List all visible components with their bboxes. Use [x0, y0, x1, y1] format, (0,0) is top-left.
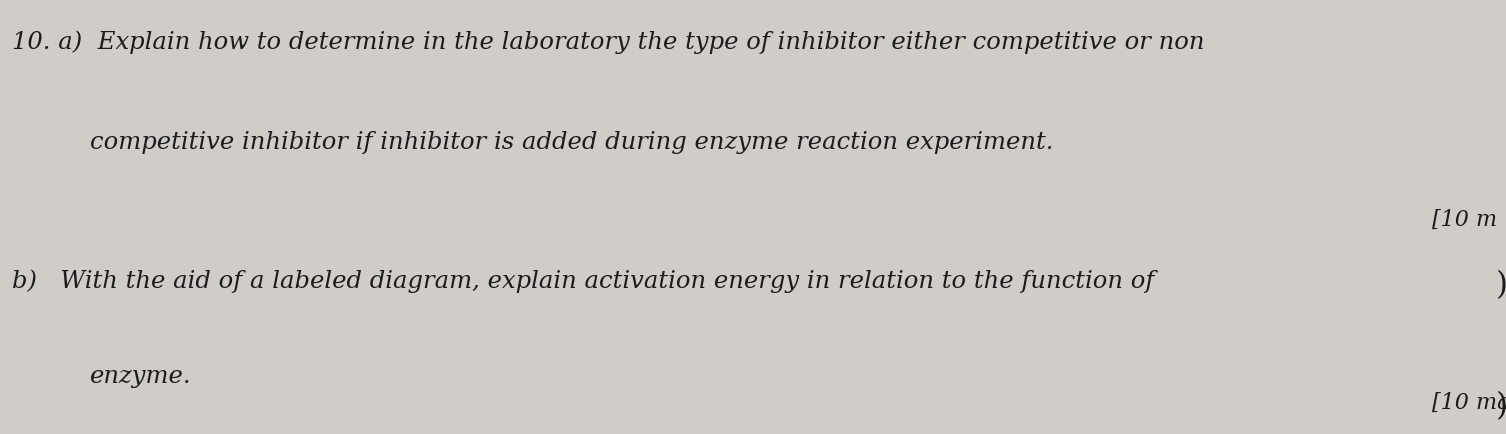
Text: 10. a)  Explain how to determine in the laboratory the type of inhibitor either : 10. a) Explain how to determine in the l… — [12, 30, 1205, 54]
Text: b)   With the aid of a labeled diagram, explain activation energy in relation to: b) With the aid of a labeled diagram, ex… — [12, 269, 1155, 293]
Text: [10 m: [10 m — [1432, 208, 1497, 230]
Text: competitive inhibitor if inhibitor is added during enzyme reaction experiment.: competitive inhibitor if inhibitor is ad… — [90, 130, 1054, 153]
Text: ): ) — [1495, 390, 1506, 421]
Text: [10 ma: [10 ma — [1432, 391, 1506, 413]
Text: ): ) — [1495, 269, 1506, 300]
Text: enzyme.: enzyme. — [90, 365, 191, 388]
